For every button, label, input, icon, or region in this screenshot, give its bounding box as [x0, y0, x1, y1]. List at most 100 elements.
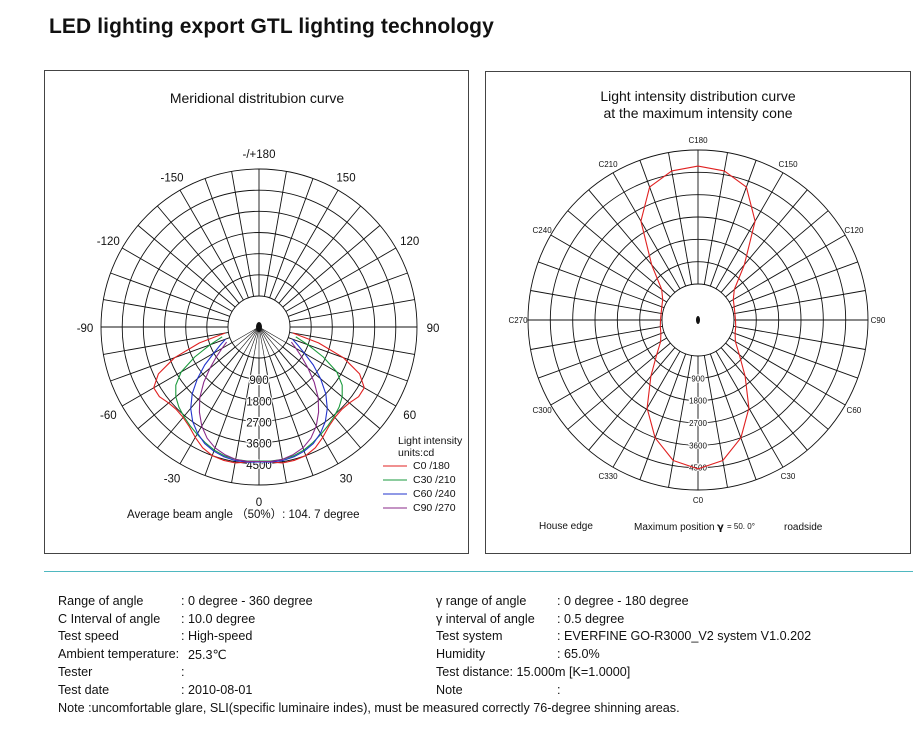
- spec-value: 25.3℃: [188, 648, 227, 663]
- grid-spoke: [121, 342, 233, 407]
- spec-label: Test system: [436, 629, 503, 644]
- grid-spoke: [274, 353, 339, 465]
- house-edge-label: House edge: [539, 521, 593, 532]
- center-fan-line: [258, 326, 275, 354]
- grid-spoke: [588, 189, 676, 293]
- spec-value: : 10.0 degree: [181, 611, 256, 626]
- grid-spoke: [137, 225, 236, 308]
- grid-spoke: [720, 189, 808, 293]
- grid-spoke: [709, 353, 757, 480]
- angle-label: C150: [778, 160, 798, 169]
- grid-spoke: [278, 350, 361, 449]
- curves: [640, 165, 756, 470]
- grid-spoke: [287, 272, 408, 317]
- polar-grid: [527, 149, 869, 491]
- radial-label: 2700: [246, 418, 272, 430]
- spec-value: : EVERFINE GO-R3000_V2 system V1.0.202: [557, 629, 812, 644]
- angle-label: -60: [100, 410, 117, 422]
- spec-value: : 0 degree - 180 degree: [557, 594, 689, 608]
- center-fan-line: [258, 326, 283, 348]
- spec-value: : 0.5 degree: [557, 611, 625, 626]
- center-fan-line: [253, 326, 260, 358]
- radial-label: 4500: [689, 464, 707, 473]
- angle-label: C30: [781, 472, 796, 481]
- center-fan-line: [258, 326, 270, 357]
- radial-label: 900: [249, 375, 268, 387]
- angle-label: 60: [403, 410, 416, 422]
- angle-label: -150: [160, 172, 183, 184]
- legend-title: Light intensity: [398, 435, 463, 447]
- grid-spoke: [703, 355, 728, 488]
- center-fan-line: [258, 326, 286, 343]
- grid-spoke: [728, 337, 846, 406]
- grid-spoke: [733, 325, 866, 350]
- angle-labels: C180 C150 C120 C90 C60 C30 C0 C330 C300 C270 C240 C…: [508, 136, 885, 505]
- grid-spoke: [720, 347, 808, 451]
- spec-label: Test speed: [58, 629, 119, 644]
- grid-spoke: [668, 152, 693, 285]
- grid-spoke: [567, 210, 671, 298]
- grid-spoke: [728, 234, 846, 303]
- angle-label: C300: [533, 406, 553, 415]
- grid-spoke: [668, 355, 693, 488]
- series-curve: [640, 165, 756, 470]
- angle-label: 30: [340, 474, 353, 486]
- center-fan-line: [258, 326, 265, 358]
- radial-label: 3600: [246, 439, 272, 451]
- angle-label: -90: [77, 323, 94, 335]
- grid-spoke: [263, 357, 287, 483]
- grid-spoke: [715, 350, 784, 468]
- grid-spoke: [179, 189, 244, 301]
- grid-spoke: [731, 331, 858, 379]
- angle-label: C330: [598, 472, 618, 481]
- grid-spoke: [110, 272, 231, 317]
- spec-label: Tester: [58, 664, 93, 679]
- intensity-cone-chart-panel: Light intensity distribution curve at the…: [485, 71, 911, 554]
- angle-label: C0: [693, 496, 704, 505]
- spec-label: C Interval of angle: [58, 611, 161, 626]
- meridional-chart-panel: Meridional distritubion curve 900 1800 2700…: [44, 70, 469, 554]
- grid-spoke: [103, 299, 229, 323]
- center-fan-line: [258, 326, 280, 351]
- angle-label: 0: [256, 497, 262, 509]
- grid-spoke: [157, 350, 240, 449]
- chart-title: Meridional distritubion curve: [170, 90, 345, 106]
- spec-label: γ interval of angle: [436, 611, 535, 626]
- average-beam-angle: Average beam angle （50%）: 104. 7 degree: [127, 508, 360, 521]
- grid-spoke: [703, 152, 728, 285]
- grid-spoke: [231, 171, 255, 297]
- spec-value: : 0 degree - 360 degree: [181, 594, 313, 608]
- radial-label: 1800: [246, 396, 272, 408]
- grid-spoke: [289, 299, 415, 323]
- glare-note: Note :uncomfortable glare, SLI(specific …: [58, 701, 680, 715]
- spec-label: Ambient temperature:: [58, 647, 180, 662]
- grid-spoke: [709, 160, 757, 287]
- spec-label: Humidity: [436, 647, 485, 662]
- radial-label: 3600: [689, 441, 707, 450]
- grid-spoke: [538, 261, 665, 309]
- center-marker: [256, 322, 262, 332]
- grid-spoke: [725, 342, 829, 430]
- grid-spoke: [731, 261, 858, 309]
- angle-label: -120: [97, 236, 120, 248]
- grid-spoke: [289, 331, 415, 355]
- angle-label: -30: [164, 474, 181, 486]
- center-fan-line: [235, 326, 260, 348]
- spec-label: γ range of angle: [436, 594, 527, 608]
- spec-value: : 2010-08-01: [181, 682, 253, 697]
- grid-spoke: [567, 342, 671, 430]
- center-fan-line: [238, 326, 260, 351]
- grid-spoke: [639, 353, 687, 480]
- spec-label: Range of angle: [58, 594, 144, 608]
- spec-value: :: [557, 682, 561, 697]
- grid-spoke: [612, 350, 681, 468]
- grid-spoke: [282, 346, 381, 429]
- legend-units: units:cd: [398, 447, 434, 459]
- max-position-label: Maximum position: [634, 522, 715, 533]
- angle-label: -/+180: [243, 149, 276, 161]
- series-curve: [198, 341, 320, 463]
- grid-spoke: [725, 210, 829, 298]
